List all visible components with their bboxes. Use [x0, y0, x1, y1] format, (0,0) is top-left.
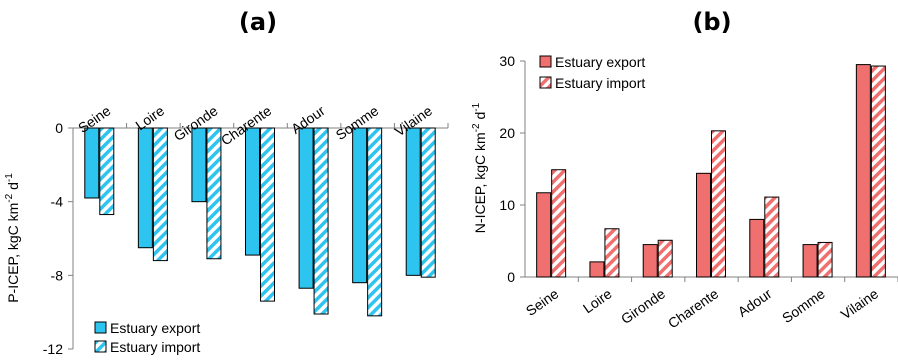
panel-b-ylabel-sup2: -1 — [471, 102, 482, 111]
panel-b-bar-somme-estuary-import — [817, 241, 833, 278]
panel-b-bar-adour-estuary-import — [764, 196, 780, 278]
panel-b-bar-loire-estuary-export — [589, 261, 605, 278]
panel-b-bar-vilaine-estuary-export — [855, 64, 871, 278]
panel-b-legend-label-export: Estuary export — [555, 54, 645, 70]
panel-a-bar-adour-estuary-import — [313, 127, 329, 315]
panel-b-y-tick-label: 10 — [499, 197, 515, 213]
panel-b-category-label-gironde: Gironde — [618, 285, 668, 327]
panel-b-category-label-vilaine: Vilaine — [838, 285, 882, 322]
panel-a-ylabel-main: P-ICEP, kgC km — [5, 203, 21, 303]
panel-a-y-tick-label: 0 — [55, 120, 63, 136]
panel-b-legend-swatch-export — [539, 55, 552, 68]
panel-b-bar-somme-estuary-export — [802, 244, 818, 278]
panel-a-bar-seine-estuary-export — [84, 127, 100, 199]
panel-a-bar-vilaine-estuary-export — [405, 127, 421, 276]
panel-a-legend-label-export: Estuary export — [110, 320, 200, 336]
panel-b-bar-charente-estuary-import — [711, 130, 726, 278]
panel-b-legend-swatch-import — [539, 76, 552, 89]
panel-b-bar-gironde-estuary-import — [657, 239, 673, 278]
panel-a-bar-charente-estuary-export — [245, 127, 260, 256]
panel-b-bar-vilaine-estuary-import — [870, 65, 886, 278]
panel-b-category-label-loire: Loire — [580, 285, 615, 316]
panel-b-y-tick-label: 0 — [507, 269, 515, 285]
panel-a-ylabel: P-ICEP, kgC km-2 d-1 — [4, 173, 21, 303]
panel-a-bar-loire-estuary-export — [137, 127, 153, 249]
panel-b-bar-seine-estuary-import — [551, 169, 567, 278]
panel-a-legend: Estuary export Estuary import — [94, 320, 200, 355]
panel-a-ylabel-mid: d — [5, 182, 21, 194]
panel-a-legend-swatch-import — [94, 340, 107, 353]
panel-a-bar-somme-estuary-export — [352, 127, 368, 284]
panel-a-y-tick-label: -4 — [51, 194, 64, 210]
panel-b-bar-seine-estuary-export — [536, 192, 552, 278]
panel-a: (a) P-ICEP, kgC km-2 d-1 0-4-8-12 Seine L… — [4, 8, 449, 357]
panel-a-bar-gironde-estuary-import — [206, 127, 222, 260]
panel-b-label: (b) — [692, 8, 731, 36]
panel-a-bar-seine-estuary-import — [99, 127, 115, 216]
panel-a-bar-vilaine-estuary-import — [420, 127, 436, 278]
panel-b-category-label-adour: Adour — [735, 285, 775, 320]
panel-a-legend-label-import: Estuary import — [110, 339, 200, 355]
panel-a-bar-adour-estuary-export — [298, 127, 314, 289]
panel-a-bar-loire-estuary-import — [152, 127, 168, 262]
panel-a-bar-charente-estuary-import — [260, 127, 275, 302]
panel-b-ylabel: N-ICEP, kgC km-2 d-1 — [471, 102, 488, 233]
svg-text:P-ICEP, kgC km-2 d-1: P-ICEP, kgC km-2 d-1 — [4, 173, 21, 303]
panel-b-ylabel-mid: d — [472, 112, 488, 124]
panel-b-y-tick-label: 30 — [499, 53, 515, 69]
panel-b-y-tick-label: 20 — [499, 125, 515, 141]
panel-b-bars — [536, 64, 886, 278]
svg-text:N-ICEP, kgC km-2 d-1: N-ICEP, kgC km-2 d-1 — [471, 102, 488, 233]
panel-b-bar-loire-estuary-import — [604, 228, 620, 278]
panel-b-bar-gironde-estuary-export — [642, 244, 658, 278]
panel-a-bar-gironde-estuary-export — [191, 127, 207, 203]
panel-a-ylabel-sup1: -2 — [4, 193, 15, 202]
panel-b-axes: 0 10 20 30 — [499, 53, 898, 285]
panel-a-bars — [84, 127, 436, 317]
panel-b-category-label-charente: Charente — [665, 285, 722, 331]
panel-a-label: (a) — [239, 8, 277, 36]
panel-b-ylabel-sup1: -2 — [471, 123, 482, 132]
panel-b-legend: Estuary export Estuary import — [539, 54, 645, 91]
panel-b-legend-label-import: Estuary import — [555, 75, 645, 91]
panel-b-ylabel-main: N-ICEP, kgC km — [472, 132, 488, 233]
panel-b: (b) N-ICEP, kgC km-2 d-1 0 10 20 30 Seine Lo… — [471, 8, 898, 331]
panel-b-category-label-seine: Seine — [523, 285, 562, 319]
panel-b-category-label-somme: Somme — [779, 285, 828, 326]
panel-a-bar-somme-estuary-import — [367, 127, 383, 317]
panel-a-y-tick-label: -12 — [43, 341, 63, 357]
panel-a-ylabel-sup2: -1 — [4, 173, 15, 182]
panel-a-legend-swatch-export — [94, 321, 107, 334]
panel-b-bar-charente-estuary-export — [696, 172, 711, 278]
panel-b-bar-adour-estuary-export — [749, 218, 765, 278]
panel-a-y-tick-label: -8 — [51, 267, 64, 283]
